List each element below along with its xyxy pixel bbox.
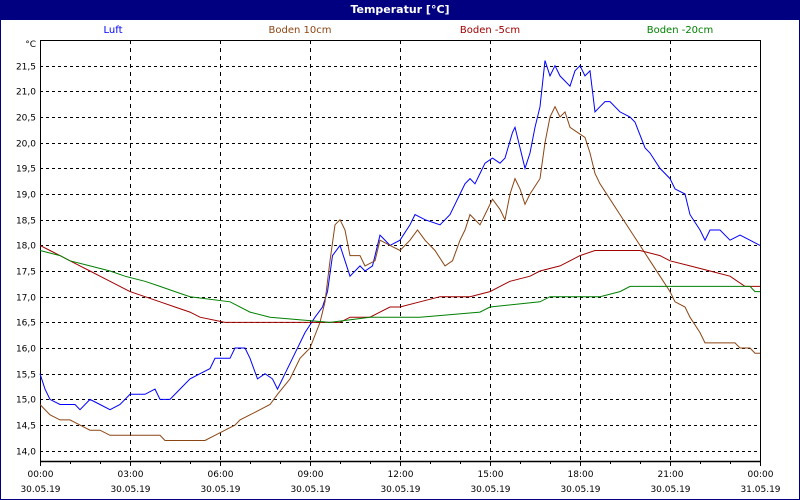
series-line-boden-10cm	[39, 105, 760, 441]
legend-boden-10cm: Boden 10cm	[268, 25, 332, 36]
y-tick-label: 19,0	[16, 191, 36, 201]
x-tick-time: 00:00	[748, 470, 774, 480]
x-tick-date: 30.05.19	[110, 485, 150, 495]
y-tick-label: 21,0	[16, 88, 36, 98]
x-tick-date: 30.05.19	[380, 485, 420, 495]
y-tick-label: 18,0	[16, 242, 36, 252]
x-tick-date: 30.05.19	[470, 485, 510, 495]
y-tick-label: 17,0	[16, 294, 36, 304]
y-tick-label: 16,0	[16, 345, 36, 355]
x-tick-date: 30.05.19	[560, 485, 600, 495]
y-tick-label: 14,0	[16, 448, 36, 458]
y-tick-label: 19,5	[16, 165, 36, 175]
series-line-luft	[39, 60, 761, 411]
x-tick-date: 30.05.19	[650, 485, 690, 495]
y-tick-label: 20,5	[16, 114, 36, 124]
y-tick-label: 20,0	[16, 140, 36, 150]
x-tick-time: 09:00	[298, 470, 324, 480]
legend-boden-20cm: Boden -20cm	[646, 25, 714, 36]
legend-boden-5cm: Boden -5cm	[459, 25, 521, 36]
x-tick-date: 30.05.19	[290, 485, 330, 495]
x-tick-date: 30.05.19	[200, 485, 240, 495]
x-tick-time: 06:00	[208, 470, 234, 480]
x-tick-time: 15:00	[478, 470, 504, 480]
x-tick-time: 21:00	[658, 470, 684, 480]
x-tick-time: 18:00	[568, 470, 594, 480]
x-tick-time: 03:00	[118, 470, 144, 480]
y-tick-label: 16,5	[16, 319, 36, 329]
y-tick-label: 17,5	[16, 268, 36, 278]
x-tick-time: 12:00	[388, 470, 414, 480]
y-tick-label: 21,5	[16, 63, 36, 73]
y-tick-label: 15,5	[16, 371, 36, 381]
y-axis-unit: °C	[25, 40, 36, 50]
chart-title: Temperatur [°C]	[0, 0, 800, 20]
x-tick-date: 30.05.19	[20, 485, 60, 495]
x-tick-time: 00:00	[28, 470, 54, 480]
series-line-boden-5cm	[39, 244, 760, 323]
legend-luft: Luft	[103, 25, 123, 36]
series-line-boden-20cm	[39, 250, 760, 323]
x-tick-date: 31.05.19	[740, 485, 780, 495]
y-tick-label: 14,5	[16, 422, 36, 432]
y-tick-label: 18,5	[16, 217, 36, 227]
y-tick-label: 15,0	[16, 396, 36, 406]
